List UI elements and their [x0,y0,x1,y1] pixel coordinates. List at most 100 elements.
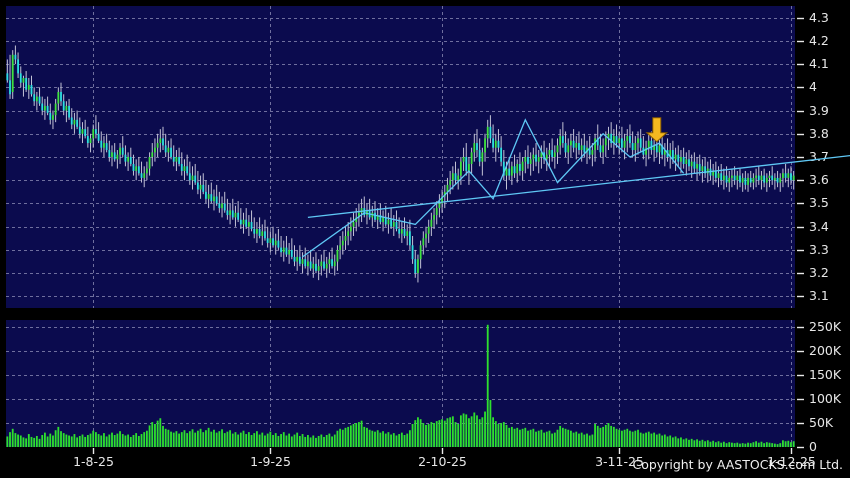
volume-bar [180,432,183,447]
volume-bar [567,429,570,447]
candle-up [22,78,25,83]
candle-up [288,249,291,255]
volume-bar [274,433,277,447]
trendline-zigzag-upper[interactable] [302,118,685,258]
volume-bar [237,434,240,447]
candle-down [25,78,28,90]
volume-bar [288,433,291,447]
volume-bar [97,434,100,447]
volume-bar [655,434,658,447]
candle-up [111,152,113,157]
candle-up [669,150,672,157]
volume-bar [60,431,62,447]
candle-down [513,166,516,174]
candle-down [497,140,500,148]
volume-bar [658,433,661,447]
price-tick-label: 4.2 [809,33,829,48]
candle-up [417,259,419,274]
volume-bar [773,443,776,447]
volume-bar [331,436,333,447]
volume-series[interactable] [6,324,795,447]
candle-up [586,147,588,153]
volume-bar [677,438,680,447]
candle-up [301,259,304,264]
candle-up [559,136,562,146]
candle-up [604,138,607,146]
volume-bar [178,433,181,447]
candle-down [763,175,766,183]
volume-bar [709,441,712,447]
down-arrow-marker[interactable] [645,117,669,143]
volume-bar [320,434,323,447]
volume-bar [545,431,548,447]
volume-bar [532,428,535,447]
volume-bar [787,440,790,447]
volume-bar [612,426,615,447]
candle-down [250,222,253,230]
candle-down [398,229,401,234]
volume-bar [604,424,607,447]
trendline-overlays[interactable] [302,118,850,258]
volume-bar [390,434,393,447]
volume-bar [688,439,690,447]
candle-down [776,177,779,183]
volume-bar [154,423,156,447]
volume-bar [49,433,52,447]
candle-down [218,203,221,209]
volume-bar [481,417,484,447]
volume-bar [309,437,312,447]
candle-down [137,166,140,174]
volume-bar [159,418,162,447]
volume-panel-background [6,320,795,447]
volume-bar [315,437,317,447]
volume-bar [317,435,320,447]
volume-bar [500,423,503,447]
candle-down [527,157,529,164]
volume-bar [253,433,256,447]
volume-bar [111,432,113,447]
volume-bar [261,432,264,447]
volume-bar [725,443,728,447]
volume-bar [701,439,704,447]
candlestick-series[interactable] [6,45,795,283]
volume-bar [484,411,486,447]
volume-bar [419,419,422,447]
candle-up [459,161,462,176]
volume-bar [151,422,154,447]
volume-bar [379,432,382,447]
volume-bar [269,431,272,447]
candle-up [462,157,465,162]
volume-bar [333,434,336,447]
date-tick-label: 1-9-25 [250,454,291,469]
volume-bar [68,435,70,447]
candle-up [736,175,739,181]
volume-bar [492,417,494,447]
candle-down [46,105,49,113]
volume-bar [540,429,543,447]
volume-bar [384,433,387,447]
candle-down [202,184,205,192]
candle-down [578,143,580,151]
candle-down [704,166,707,174]
candle-down [454,173,457,181]
volume-bar [714,442,717,447]
price-tick-label: 3.7 [809,149,829,164]
candle-up [602,145,605,153]
trendline-support-ascending[interactable] [307,143,850,219]
volume-bar [376,430,379,447]
volume-bar [599,427,602,447]
volume-bar [680,437,682,447]
volume-bar [11,428,14,447]
candle-down [588,147,591,155]
price-tick-label: 4.3 [809,10,829,25]
candle-up [296,256,299,262]
candle-up [400,229,403,234]
volume-bar [352,423,355,447]
volume-bar [57,426,60,447]
volume-bar [602,426,605,447]
candle-down [78,126,81,134]
volume-bar [199,428,202,447]
volume-bar [521,428,524,447]
candle-down [304,259,307,267]
